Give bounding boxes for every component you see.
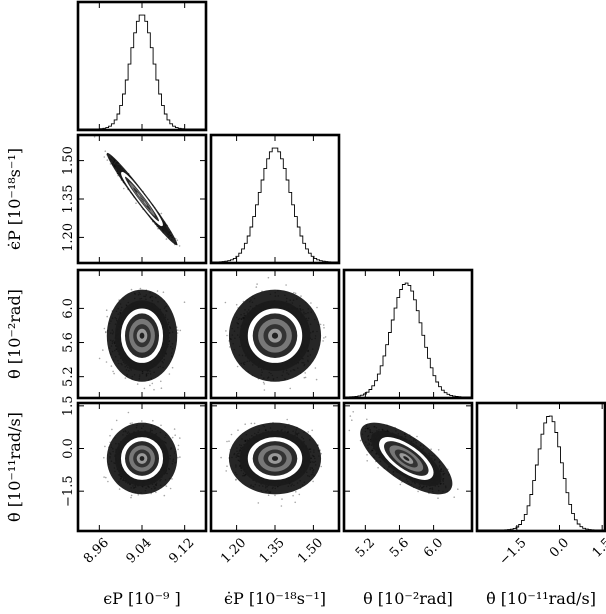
scatter-point — [165, 238, 168, 240]
panel-content — [211, 147, 339, 263]
scatter-point — [168, 373, 171, 375]
scatter-point — [179, 329, 182, 332]
scatter-point — [109, 163, 112, 165]
scatter-point — [225, 330, 227, 332]
panel-content — [78, 14, 206, 130]
contour-level — [139, 195, 145, 203]
scatter-point — [156, 290, 159, 292]
scatter-point — [123, 187, 125, 190]
scatter-point — [103, 156, 106, 158]
scatter-point — [236, 365, 239, 368]
histogram-eps — [78, 14, 206, 130]
panels-layer — [76, 0, 606, 533]
scatter-point — [105, 361, 108, 363]
ticks — [98, 2, 186, 130]
histogram-epsdot — [211, 147, 339, 263]
scatter-point — [157, 227, 159, 230]
panel-frame — [209, 133, 341, 265]
scatter-point — [105, 331, 107, 334]
scatter-point — [177, 329, 179, 332]
scatter-point — [162, 291, 165, 294]
panel-frame — [76, 0, 208, 132]
scatter-point — [106, 159, 109, 161]
scatter-point — [160, 212, 163, 215]
ticks — [236, 135, 314, 263]
scatter-point — [106, 315, 108, 318]
scatter-point — [176, 239, 179, 241]
scatter-point — [98, 357, 101, 360]
scatter-point — [285, 284, 287, 286]
scatter-point — [102, 349, 104, 351]
scatter-point — [105, 309, 108, 312]
panel-theta-eps — [76, 268, 208, 400]
scatter-point — [124, 377, 127, 379]
scatter-point — [183, 301, 186, 304]
scatter-point — [153, 388, 155, 391]
contour-level — [139, 332, 145, 339]
scatter-point — [110, 365, 113, 367]
scatter-point — [104, 150, 107, 152]
scatter-point — [143, 387, 146, 390]
scatter-point — [303, 376, 306, 379]
scatter-point — [112, 370, 114, 373]
panel-content — [224, 276, 327, 391]
scatter-point — [103, 327, 106, 330]
density-contours — [106, 289, 178, 382]
scatter-point — [149, 384, 151, 387]
scatter-point — [224, 301, 227, 304]
scatter-point — [226, 334, 228, 337]
scatter-point — [113, 372, 115, 375]
scatter-point — [300, 295, 302, 297]
ticks — [78, 270, 206, 398]
scatter-point — [294, 292, 297, 295]
scatter-point — [160, 380, 162, 383]
scatter-point — [160, 387, 163, 390]
scatter-point — [105, 331, 107, 333]
density-contours — [106, 152, 178, 246]
panel-eps-eps — [76, 0, 208, 132]
ticks — [78, 135, 206, 263]
panel-epsdot-eps — [76, 133, 208, 265]
scatter-point — [139, 287, 142, 290]
panel-content — [98, 287, 186, 391]
scatter-point — [151, 382, 154, 385]
scatter-point — [304, 376, 307, 379]
scatter-point — [176, 332, 179, 334]
scatter-point — [135, 202, 137, 204]
panel-epsdot-epsdot — [209, 133, 341, 265]
scatter-point — [235, 303, 238, 306]
scatter-point — [171, 366, 174, 369]
scatter-point — [136, 383, 139, 385]
panel-content — [93, 136, 181, 247]
scatter-point — [178, 245, 181, 247]
scatter-point — [229, 346, 231, 348]
scatter-point — [130, 288, 133, 291]
scatter-point — [93, 136, 96, 138]
panel-theta-epsdot — [209, 268, 341, 400]
